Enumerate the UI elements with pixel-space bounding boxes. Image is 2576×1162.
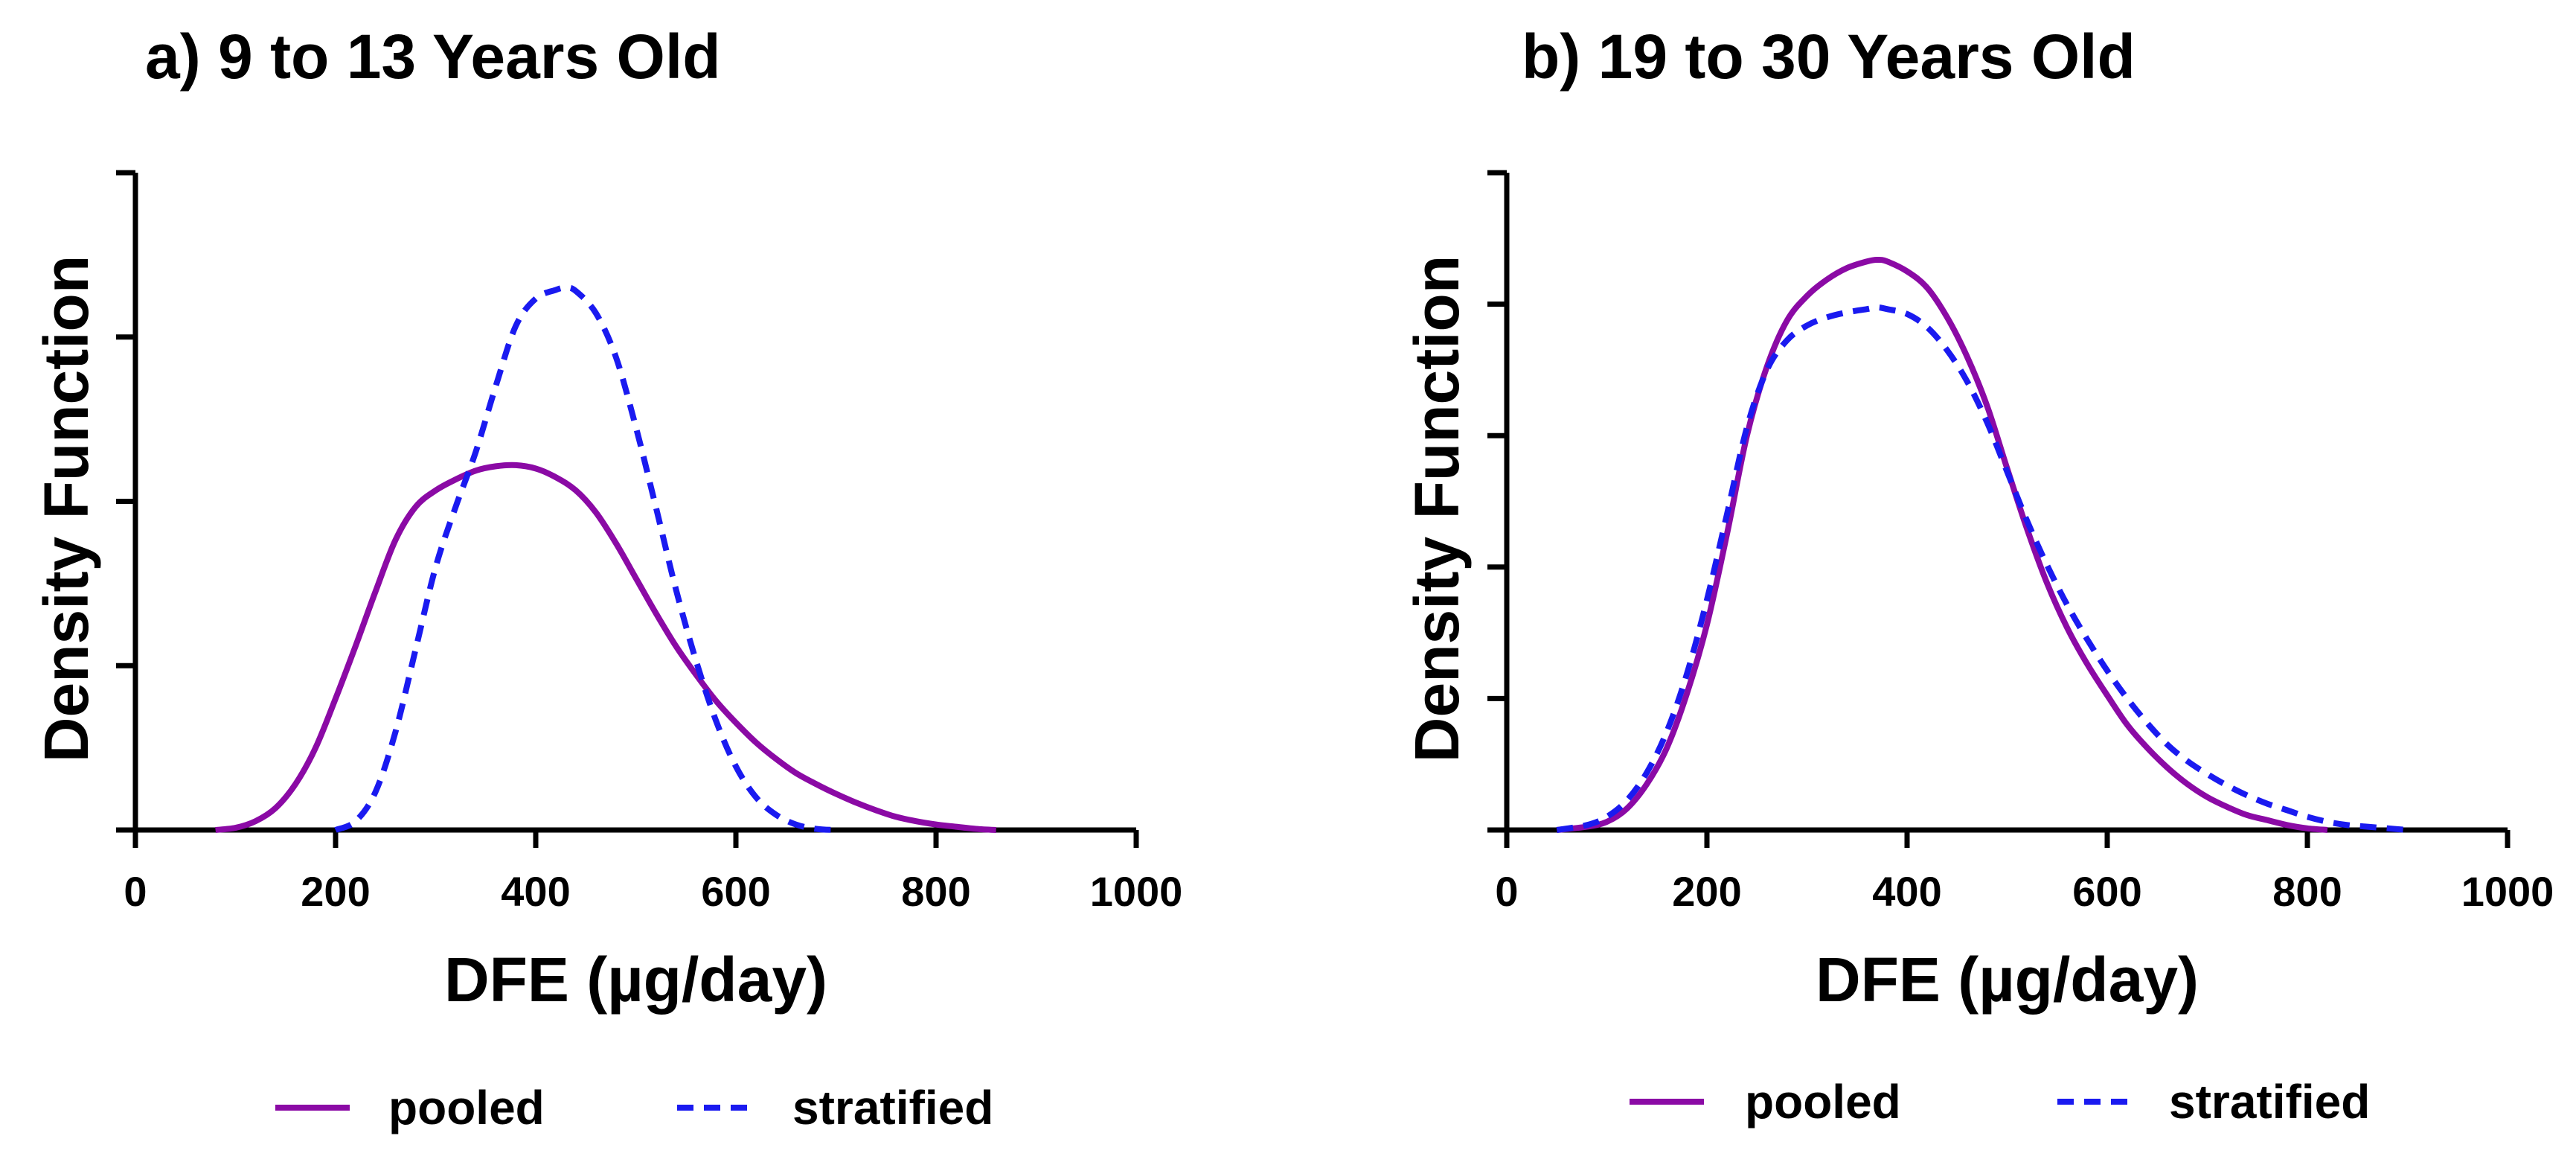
x-axis-label: DFE (µg/day) bbox=[444, 945, 827, 1015]
series-line-pooled bbox=[215, 462, 996, 833]
x-tick-label: 200 bbox=[301, 868, 370, 915]
legend: pooled stratified bbox=[275, 1081, 993, 1134]
x-tick-label: 0 bbox=[124, 868, 147, 915]
x-tick-label: 400 bbox=[501, 868, 570, 915]
chart-title: a) 9 to 13 Years Old bbox=[145, 22, 721, 92]
x-tick-label: 600 bbox=[701, 868, 770, 915]
x-tick-label: 600 bbox=[2072, 868, 2141, 915]
legend-label-stratified: stratified bbox=[2169, 1075, 2370, 1129]
legend: pooled stratified bbox=[1630, 1075, 2370, 1129]
chart-panel-1: b) 19 to 30 Years Old 0 200 400 600 800 1000 DF… bbox=[1402, 22, 2554, 1129]
series-line-stratified bbox=[334, 284, 836, 833]
x-tick-label: 1000 bbox=[1090, 868, 1183, 915]
series-line-pooled bbox=[1556, 256, 2328, 833]
x-tick-label: 800 bbox=[901, 868, 970, 915]
x-tick-label: 200 bbox=[1672, 868, 1741, 915]
x-tick-label: 0 bbox=[1495, 868, 1518, 915]
y-axis-label: Density Function bbox=[31, 255, 101, 762]
legend-label-pooled: pooled bbox=[1745, 1075, 1901, 1129]
chart-panel-0: a) 9 to 13 Years Old 0 200 400 600 800 1000 DFE… bbox=[31, 22, 1182, 1134]
x-axis-label: DFE (µg/day) bbox=[1816, 945, 2199, 1015]
chart-title: b) 19 to 30 Years Old bbox=[1522, 22, 2136, 92]
y-axis-label: Density Function bbox=[1402, 255, 1472, 762]
x-tick-label: 1000 bbox=[2461, 868, 2554, 915]
x-tick-label: 800 bbox=[2272, 868, 2342, 915]
series-line-stratified bbox=[1556, 304, 2408, 833]
legend-label-pooled: pooled bbox=[388, 1081, 545, 1134]
x-tick-label: 400 bbox=[1872, 868, 1941, 915]
legend-label-stratified: stratified bbox=[792, 1081, 993, 1134]
